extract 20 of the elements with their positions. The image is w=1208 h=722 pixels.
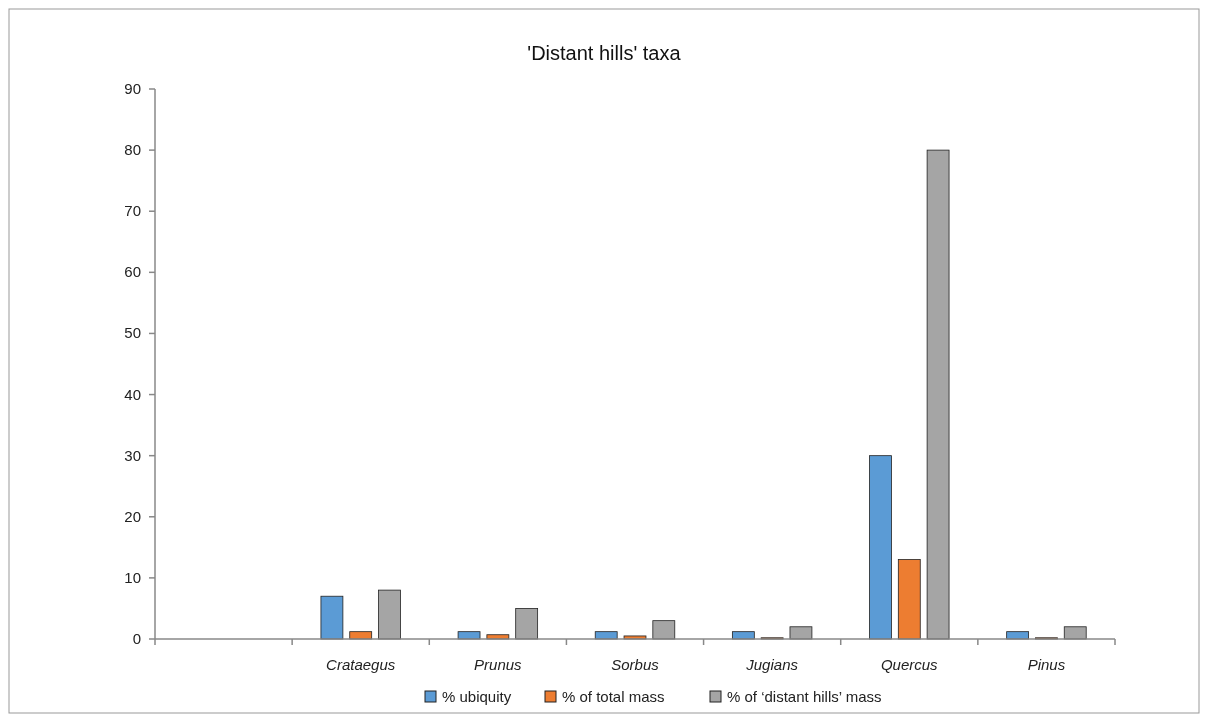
y-tick-label: 0	[132, 630, 141, 647]
y-tick-label: 40	[124, 385, 141, 403]
x-tick-label: Pinus	[1027, 656, 1066, 673]
y-tick-label: 10	[124, 568, 141, 586]
y-tick-label: 90	[124, 80, 141, 97]
chart-title: 'Distant hills' taxa	[527, 42, 682, 64]
legend-label: % of total mass	[562, 688, 665, 705]
x-tick-label: Crataegus	[326, 656, 396, 673]
x-tick-label: Prunus	[474, 656, 523, 673]
legend-label: % of ‘distant hills’ mass	[727, 688, 882, 705]
y-tick-label: 80	[124, 141, 141, 159]
y-tick-label: 60	[124, 263, 141, 281]
x-tick-label: Sorbus	[611, 656, 660, 673]
x-tick-label: Jugians	[745, 656, 799, 673]
y-tick-label: 20	[124, 507, 141, 525]
y-tick-label: 70	[124, 202, 141, 220]
legend-label: % ubiquity	[442, 688, 512, 705]
x-tick-label: Quercus	[880, 656, 939, 673]
y-tick-label: 50	[124, 324, 141, 342]
y-tick-label: 30	[124, 446, 141, 464]
